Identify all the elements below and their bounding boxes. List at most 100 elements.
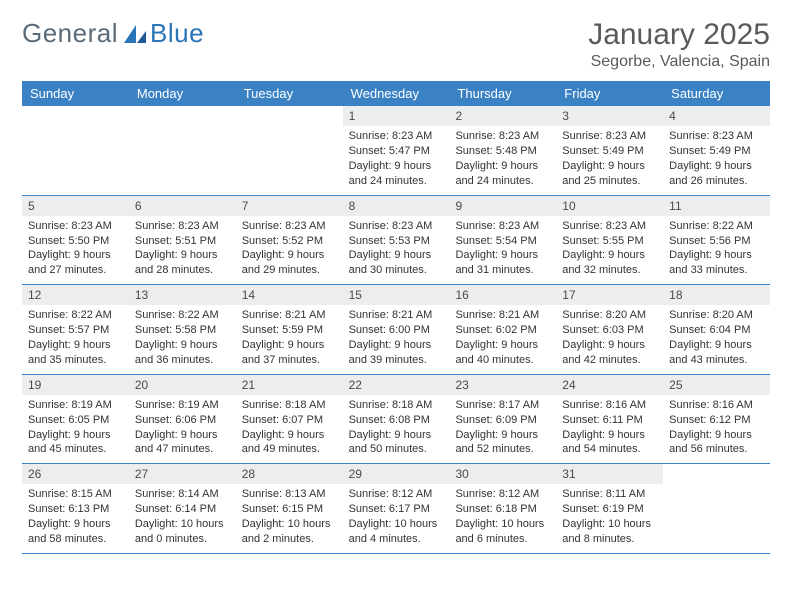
calendar-cell: 2Sunrise: 8:23 AMSunset: 5:48 PMDaylight… (449, 106, 556, 195)
sunset-text: Sunset: 6:03 PM (562, 323, 657, 338)
calendar-cell: 22Sunrise: 8:18 AMSunset: 6:08 PMDayligh… (343, 375, 450, 464)
day-header: Wednesday (343, 81, 450, 106)
calendar-week: ...1Sunrise: 8:23 AMSunset: 5:47 PMDayli… (22, 106, 770, 196)
daylight1-text: Daylight: 10 hours (135, 517, 230, 532)
cell-body: Sunrise: 8:20 AMSunset: 6:03 PMDaylight:… (556, 305, 663, 373)
day-number: 20 (129, 375, 236, 395)
cell-body: Sunrise: 8:19 AMSunset: 6:06 PMDaylight:… (129, 395, 236, 463)
day-number: 10 (556, 196, 663, 216)
daylight1-text: Daylight: 9 hours (349, 159, 444, 174)
calendar-cell: 23Sunrise: 8:17 AMSunset: 6:09 PMDayligh… (449, 375, 556, 464)
day-number: 29 (343, 464, 450, 484)
cell-body: Sunrise: 8:23 AMSunset: 5:50 PMDaylight:… (22, 216, 129, 284)
cell-body: Sunrise: 8:12 AMSunset: 6:17 PMDaylight:… (343, 484, 450, 552)
day-number: 18 (663, 285, 770, 305)
daylight1-text: Daylight: 10 hours (349, 517, 444, 532)
day-headers-row: Sunday Monday Tuesday Wednesday Thursday… (22, 81, 770, 106)
daylight2-text: and 54 minutes. (562, 442, 657, 457)
daylight1-text: Daylight: 9 hours (28, 517, 123, 532)
sunset-text: Sunset: 5:54 PM (455, 234, 550, 249)
sunset-text: Sunset: 5:49 PM (669, 144, 764, 159)
sunset-text: Sunset: 6:13 PM (28, 502, 123, 517)
sunset-text: Sunset: 5:58 PM (135, 323, 230, 338)
cell-body: Sunrise: 8:23 AMSunset: 5:52 PMDaylight:… (236, 216, 343, 284)
daylight2-text: and 25 minutes. (562, 174, 657, 189)
calendar-cell: 7Sunrise: 8:23 AMSunset: 5:52 PMDaylight… (236, 196, 343, 285)
daylight2-text: and 32 minutes. (562, 263, 657, 278)
sunset-text: Sunset: 6:19 PM (562, 502, 657, 517)
calendar-cell: 15Sunrise: 8:21 AMSunset: 6:00 PMDayligh… (343, 285, 450, 374)
daylight2-text: and 40 minutes. (455, 353, 550, 368)
day-number: 19 (22, 375, 129, 395)
cell-body: Sunrise: 8:22 AMSunset: 5:57 PMDaylight:… (22, 305, 129, 373)
sunset-text: Sunset: 6:04 PM (669, 323, 764, 338)
calendar-cell: . (236, 106, 343, 195)
calendar-cell: 17Sunrise: 8:20 AMSunset: 6:03 PMDayligh… (556, 285, 663, 374)
daylight1-text: Daylight: 9 hours (562, 159, 657, 174)
sunrise-text: Sunrise: 8:21 AM (242, 308, 337, 323)
calendar-cell: . (129, 106, 236, 195)
calendar: Sunday Monday Tuesday Wednesday Thursday… (22, 81, 770, 554)
calendar-cell: 19Sunrise: 8:19 AMSunset: 6:05 PMDayligh… (22, 375, 129, 464)
sunrise-text: Sunrise: 8:12 AM (455, 487, 550, 502)
sunrise-text: Sunrise: 8:17 AM (455, 398, 550, 413)
cell-body: Sunrise: 8:17 AMSunset: 6:09 PMDaylight:… (449, 395, 556, 463)
page-header: General Blue January 2025 Segorbe, Valen… (22, 18, 770, 71)
weeks-container: ...1Sunrise: 8:23 AMSunset: 5:47 PMDayli… (22, 106, 770, 554)
calendar-cell: 30Sunrise: 8:12 AMSunset: 6:18 PMDayligh… (449, 464, 556, 553)
sunrise-text: Sunrise: 8:23 AM (669, 129, 764, 144)
day-header: Tuesday (236, 81, 343, 106)
calendar-cell: 13Sunrise: 8:22 AMSunset: 5:58 PMDayligh… (129, 285, 236, 374)
sunrise-text: Sunrise: 8:12 AM (349, 487, 444, 502)
calendar-cell: 6Sunrise: 8:23 AMSunset: 5:51 PMDaylight… (129, 196, 236, 285)
daylight1-text: Daylight: 10 hours (455, 517, 550, 532)
daylight1-text: Daylight: 9 hours (669, 248, 764, 263)
calendar-cell: 31Sunrise: 8:11 AMSunset: 6:19 PMDayligh… (556, 464, 663, 553)
calendar-week: 19Sunrise: 8:19 AMSunset: 6:05 PMDayligh… (22, 375, 770, 465)
day-number: 31 (556, 464, 663, 484)
cell-body: Sunrise: 8:19 AMSunset: 6:05 PMDaylight:… (22, 395, 129, 463)
daylight2-text: and 0 minutes. (135, 532, 230, 547)
sunrise-text: Sunrise: 8:18 AM (349, 398, 444, 413)
daylight2-text: and 52 minutes. (455, 442, 550, 457)
sunset-text: Sunset: 6:18 PM (455, 502, 550, 517)
day-number: 14 (236, 285, 343, 305)
day-number: 5 (22, 196, 129, 216)
sunrise-text: Sunrise: 8:19 AM (135, 398, 230, 413)
daylight2-text: and 28 minutes. (135, 263, 230, 278)
sunset-text: Sunset: 5:51 PM (135, 234, 230, 249)
brand-logo: General Blue (22, 18, 204, 49)
calendar-cell: 27Sunrise: 8:14 AMSunset: 6:14 PMDayligh… (129, 464, 236, 553)
cell-body: Sunrise: 8:23 AMSunset: 5:51 PMDaylight:… (129, 216, 236, 284)
calendar-cell: 21Sunrise: 8:18 AMSunset: 6:07 PMDayligh… (236, 375, 343, 464)
daylight2-text: and 42 minutes. (562, 353, 657, 368)
daylight2-text: and 6 minutes. (455, 532, 550, 547)
cell-body: Sunrise: 8:18 AMSunset: 6:08 PMDaylight:… (343, 395, 450, 463)
day-number: 13 (129, 285, 236, 305)
daylight1-text: Daylight: 9 hours (455, 428, 550, 443)
sunset-text: Sunset: 5:59 PM (242, 323, 337, 338)
sunrise-text: Sunrise: 8:23 AM (562, 129, 657, 144)
daylight2-text: and 58 minutes. (28, 532, 123, 547)
sunrise-text: Sunrise: 8:21 AM (455, 308, 550, 323)
day-number: 9 (449, 196, 556, 216)
day-number: 16 (449, 285, 556, 305)
sunset-text: Sunset: 6:00 PM (349, 323, 444, 338)
sunrise-text: Sunrise: 8:23 AM (349, 219, 444, 234)
daylight1-text: Daylight: 9 hours (349, 338, 444, 353)
daylight1-text: Daylight: 9 hours (455, 159, 550, 174)
sunrise-text: Sunrise: 8:23 AM (562, 219, 657, 234)
calendar-cell: 16Sunrise: 8:21 AMSunset: 6:02 PMDayligh… (449, 285, 556, 374)
daylight1-text: Daylight: 9 hours (28, 428, 123, 443)
calendar-cell: 12Sunrise: 8:22 AMSunset: 5:57 PMDayligh… (22, 285, 129, 374)
daylight2-text: and 2 minutes. (242, 532, 337, 547)
sunset-text: Sunset: 6:02 PM (455, 323, 550, 338)
cell-body: Sunrise: 8:11 AMSunset: 6:19 PMDaylight:… (556, 484, 663, 552)
daylight2-text: and 31 minutes. (455, 263, 550, 278)
day-number: 15 (343, 285, 450, 305)
day-number: 4 (663, 106, 770, 126)
day-number: 2 (449, 106, 556, 126)
sunset-text: Sunset: 6:06 PM (135, 413, 230, 428)
calendar-cell: . (22, 106, 129, 195)
brand-word-2: Blue (150, 18, 204, 49)
